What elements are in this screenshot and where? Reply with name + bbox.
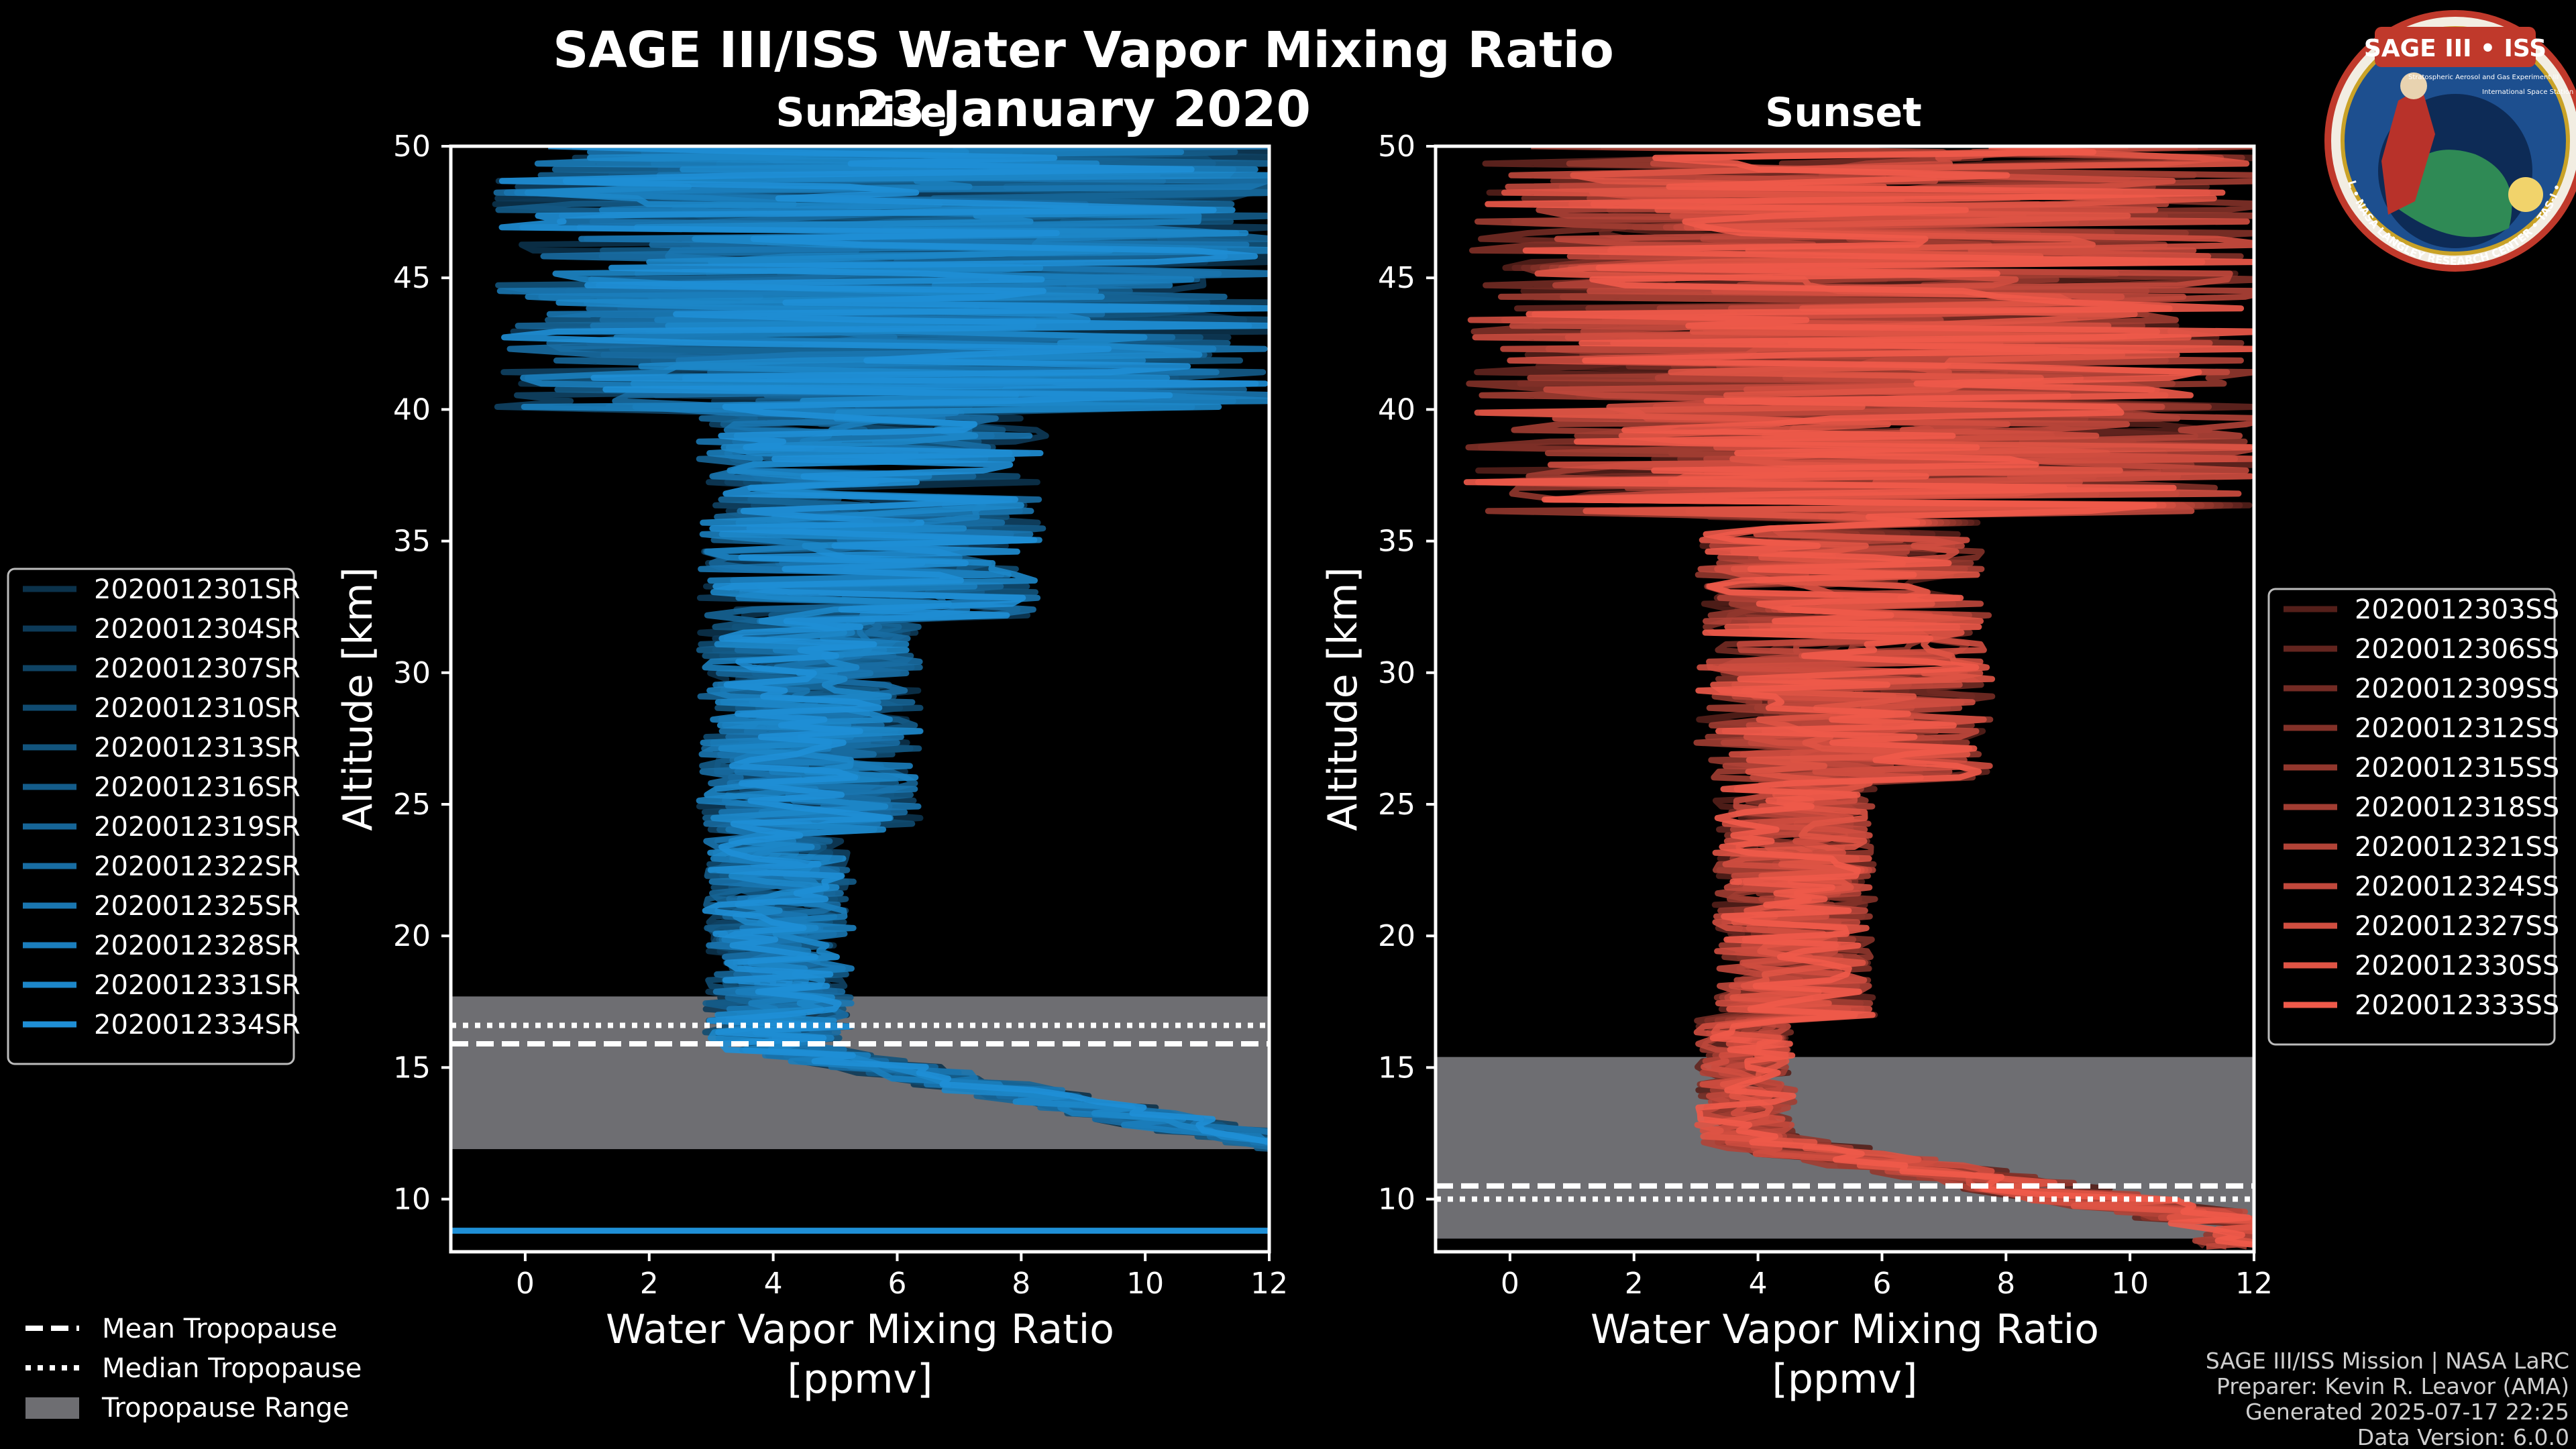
legend-entry-2020012315SS: 2020012315SS [2355, 753, 2559, 784]
y-tick-label: 40 [393, 392, 431, 427]
x-axis-unit-label: [ppmv] [788, 1356, 933, 1403]
legend-entry-2020012324SS: 2020012324SS [2355, 871, 2559, 902]
footer-line-1: SAGE III/ISS Mission | NASA LaRC [2206, 1348, 2569, 1374]
y-tick-label: 10 [1378, 1183, 1415, 1217]
y-tick-label: 25 [393, 788, 431, 822]
profile-line-2020012330SS [1474, 146, 2254, 1246]
legend-entry-2020012334SR: 2020012334SR [94, 1010, 301, 1040]
tropopause-range-swatch [25, 1397, 79, 1419]
legend-entry-2020012330SS: 2020012330SS [2355, 951, 2559, 981]
tropopause-range-label: Tropopause Range [101, 1393, 350, 1424]
footer-line-3: Generated 2025-07-17 22:25 [2245, 1399, 2569, 1425]
legend-entry-2020012321SS: 2020012321SS [2355, 832, 2559, 863]
y-tick-label: 20 [393, 919, 431, 953]
sunrise-legend: 2020012301SR 2020012304SR 2020012307SR 2020… [7, 568, 301, 1065]
legend-entry-2020012316SR: 2020012316SR [94, 772, 301, 803]
x-axis-unit-label: [ppmv] [1772, 1356, 1918, 1403]
profile-line-2020012334SR [498, 146, 1269, 1146]
x-axis-label: Water Vapor Mixing Ratio [606, 1306, 1114, 1353]
legend-entry-2020012331SR: 2020012331SR [94, 970, 301, 1001]
y-tick-label: 30 [393, 656, 431, 690]
legend-entry-2020012313SR: 2020012313SR [94, 733, 301, 763]
legend-entry-2020012312SS: 2020012312SS [2355, 713, 2559, 744]
mean-tropopause-label: Mean Tropopause [102, 1313, 337, 1344]
y-tick-label: 50 [393, 129, 431, 164]
tropopause-legend: Mean Tropopause Median Tropopause Tropop… [25, 1313, 362, 1424]
y-tick-label: 40 [1378, 392, 1415, 427]
y-axis-label: Altitude [km] [335, 567, 382, 831]
y-tick-label: 45 [393, 261, 431, 295]
x-tick-label: 10 [1126, 1267, 1164, 1301]
legend-entry-2020012304SR: 2020012304SR [94, 614, 301, 645]
y-tick-label: 35 [1378, 525, 1415, 559]
date-title: 23 January 2020 [856, 80, 1311, 138]
x-tick-label: 6 [888, 1267, 906, 1301]
profile-line-2020012333SS [1463, 146, 2254, 1248]
x-tick-label: 4 [764, 1267, 783, 1301]
sunset-plot: 0 2 4 6 8 10 12 10 15 20 25 30 35 40 45 50 Water Vapor M… [1320, 129, 2273, 1403]
legend-entry-2020012303SS: 2020012303SS [2355, 594, 2559, 625]
x-tick-label: 0 [516, 1267, 535, 1301]
legend-box [7, 568, 295, 1065]
y-tick-label: 30 [1378, 656, 1415, 690]
legend-entry-2020012310SR: 2020012310SR [94, 693, 301, 724]
footer-credits: SAGE III/ISS Mission | NASA LaRC Prepare… [2206, 1348, 2569, 1449]
plot-frame [1434, 144, 2256, 1254]
sunset-legend: 2020012303SS 2020012306SS 2020012309SS 2020… [2267, 588, 2559, 1046]
y-tick-label: 25 [1378, 788, 1415, 822]
x-tick-label: 8 [1012, 1267, 1030, 1301]
x-tick-label: 4 [1749, 1267, 1768, 1301]
legend-entry-2020012322SR: 2020012322SR [94, 851, 301, 882]
legend-entry-2020012307SR: 2020012307SR [94, 653, 301, 684]
logo-sub-text-2: International Space Station [2482, 89, 2573, 96]
y-tick-label: 50 [1378, 129, 1415, 164]
legend-entry-2020012309SS: 2020012309SS [2355, 674, 2559, 704]
x-tick-label: 2 [1625, 1267, 1644, 1301]
y-axis-label: Altitude [km] [1320, 567, 1366, 831]
x-tick-label: 6 [1872, 1267, 1891, 1301]
legend-entry-2020012319SR: 2020012319SR [94, 812, 301, 843]
legend-entry-2020012328SR: 2020012328SR [94, 930, 301, 961]
y-tick-label: 15 [1378, 1051, 1415, 1085]
legend-entry-2020012301SR: 2020012301SR [94, 574, 301, 605]
x-axis-label: Water Vapor Mixing Ratio [1591, 1306, 2099, 1353]
profile-line-2020012331SR [524, 146, 1269, 1144]
legend-entry-2020012325SR: 2020012325SR [94, 891, 301, 922]
y-tick-label: 45 [1378, 261, 1415, 295]
footer-line-2: Preparer: Kevin R. Leavor (AMA) [2216, 1373, 2569, 1399]
y-tick-label: 10 [393, 1183, 431, 1217]
footer-line-4: Data Version: 6.0.0 [2357, 1424, 2569, 1449]
y-tick-label: 20 [1378, 919, 1415, 953]
x-tick-label: 10 [2111, 1267, 2149, 1301]
sunrise-panel-title: Sunrise [775, 89, 947, 136]
x-tick-label: 12 [2235, 1267, 2273, 1301]
sunset-panel-title: Sunset [1765, 89, 1922, 136]
sunrise-plot: 0 2 4 6 8 10 12 10 15 20 25 30 35 40 45 50 Water Vapor M… [335, 129, 1288, 1403]
x-tick-label: 8 [1996, 1267, 2015, 1301]
legend-entry-2020012327SS: 2020012327SS [2355, 911, 2559, 942]
main-title: SAGE III/ISS Water Vapor Mixing Ratio [553, 21, 1614, 79]
x-tick-label: 0 [1501, 1267, 1519, 1301]
y-tick-label: 15 [393, 1051, 431, 1085]
legend-entry-2020012333SS: 2020012333SS [2355, 990, 2559, 1021]
y-tick-label: 35 [393, 525, 431, 559]
median-tropopause-label: Median Tropopause [102, 1353, 362, 1384]
legend-box [2267, 588, 2556, 1046]
x-tick-label: 2 [640, 1267, 659, 1301]
logo-top-text: SAGE III • ISS [2364, 35, 2546, 62]
plot-frame [449, 144, 1271, 1254]
logo-sub-text-1: Stratospheric Aerosol and Gas Experiment… [2408, 74, 2559, 81]
legend-entry-2020012318SS: 2020012318SS [2355, 792, 2559, 823]
legend-entry-2020012306SS: 2020012306SS [2355, 634, 2559, 665]
x-tick-label: 12 [1250, 1267, 1288, 1301]
